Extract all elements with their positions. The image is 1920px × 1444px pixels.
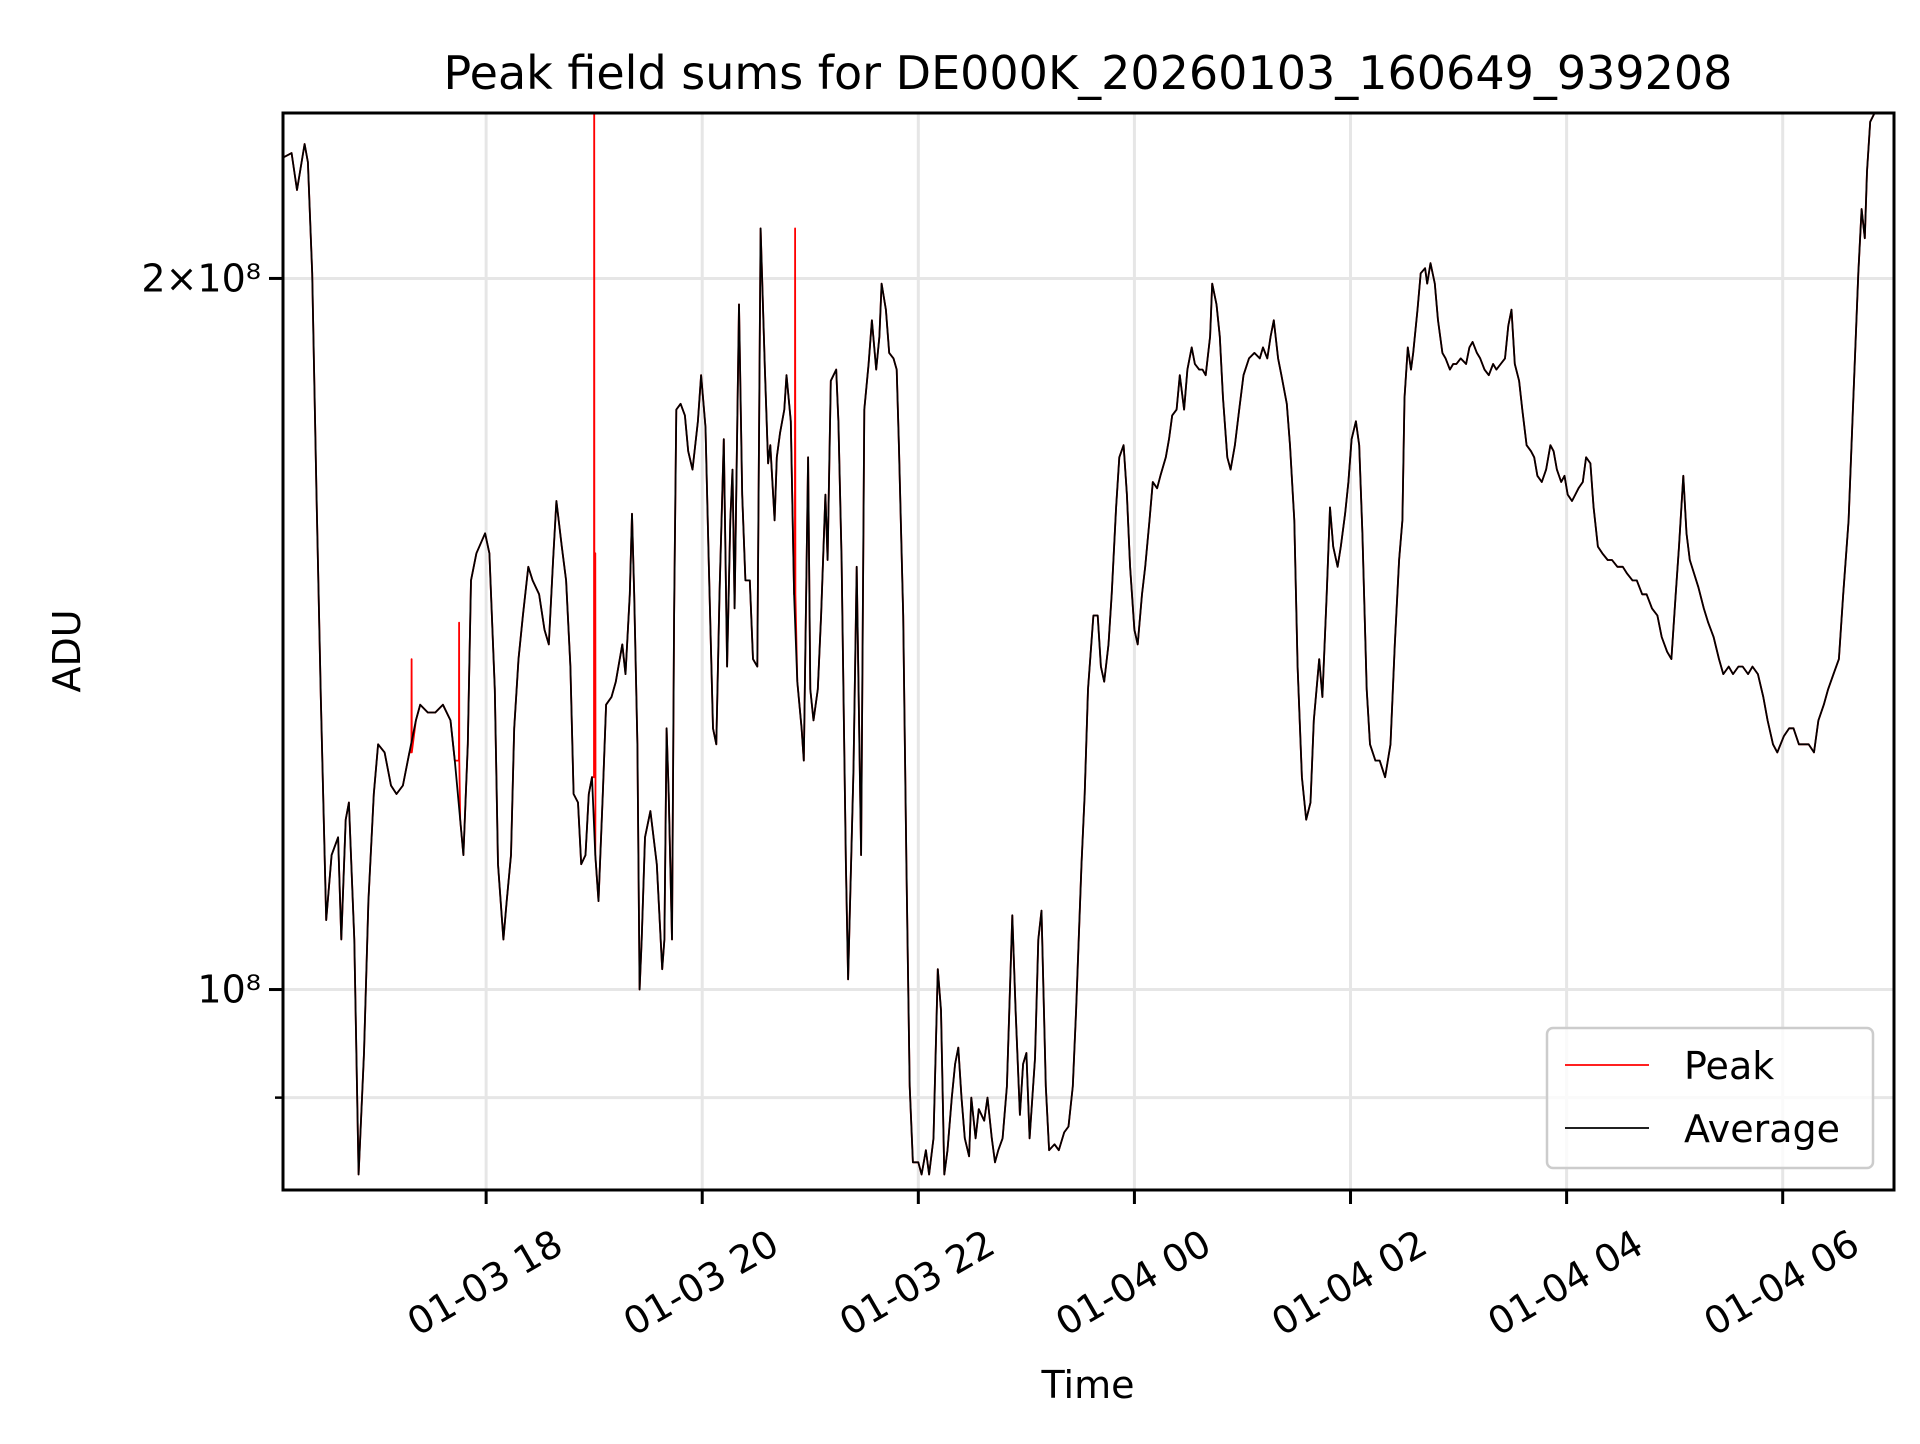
y-tick-label: 2×10⁸ bbox=[141, 256, 261, 300]
y-axis-label: ADU bbox=[45, 609, 89, 692]
x-axis-label: Time bbox=[1041, 1363, 1135, 1407]
legend: Peak Average bbox=[1545, 1026, 1875, 1170]
legend-label-peak: Peak bbox=[1684, 1044, 1774, 1088]
plot-frame bbox=[281, 111, 1896, 1192]
legend-box bbox=[1545, 1026, 1875, 1170]
chart-title: Peak field sums for DE000K_20260103_1606… bbox=[444, 46, 1733, 100]
series-layer bbox=[283, 113, 1876, 1176]
y-tick-label: 10⁸ bbox=[197, 968, 261, 1012]
legend-label-average: Average bbox=[1684, 1107, 1840, 1151]
series-line-average bbox=[283, 113, 1876, 1176]
